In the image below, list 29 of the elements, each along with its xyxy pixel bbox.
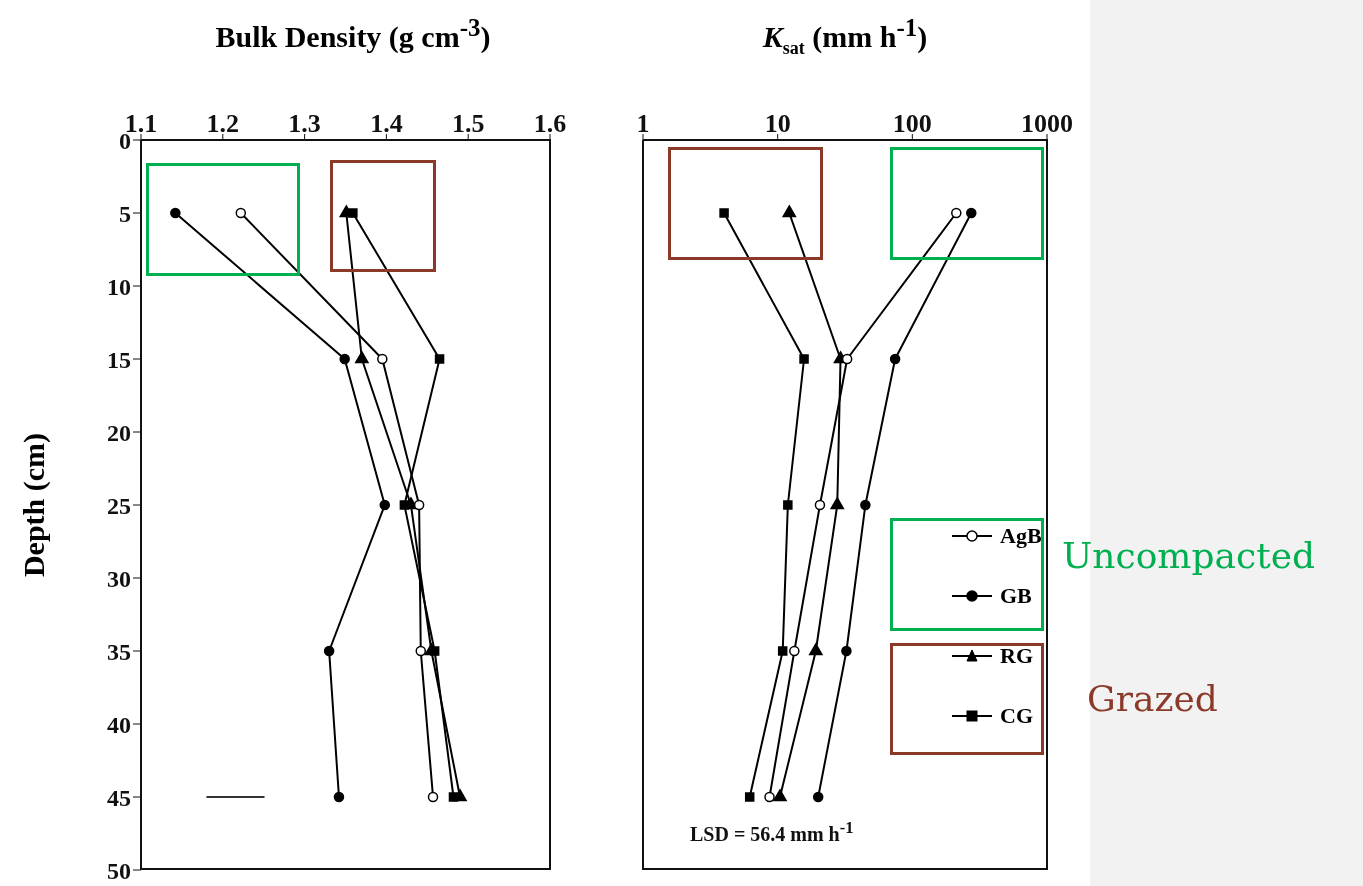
y-tick-label: 30 — [107, 565, 131, 592]
y-tick-label: 50 — [107, 857, 131, 884]
y-tick-label: 40 — [107, 711, 131, 738]
x-tick-label: 10 — [764, 109, 791, 138]
legend-label: CG — [1000, 703, 1033, 729]
legend-label: AgB — [1000, 523, 1042, 549]
x-tick-label: 1 — [636, 109, 650, 138]
x-tick-label: 1.3 — [288, 109, 321, 138]
text: Uncompacted — [1062, 535, 1315, 576]
legend-label: RG — [1000, 643, 1033, 669]
x-tick-label: 1.5 — [451, 109, 485, 138]
legend-label: GB — [1000, 583, 1032, 609]
x-tick-label: 1.2 — [206, 109, 240, 138]
text: Grazed — [1087, 678, 1218, 719]
y-tick-label: 10 — [107, 273, 131, 300]
x-tick-label: 1000 — [1021, 109, 1073, 138]
chart-title: Bulk Density (g cm$^{-3}$) — [215, 14, 491, 54]
annotation: LSD = 56.4 mm h$^{-1}$ — [690, 818, 854, 846]
y-tick-label: 20 — [107, 419, 131, 446]
x-tick-label: 100 — [892, 109, 932, 138]
y-tick-label: 25 — [107, 492, 131, 519]
y-tick-label: 45 — [107, 784, 131, 811]
x-tick-label: 1.6 — [533, 109, 567, 138]
y-axis-title: Depth (cm) — [17, 432, 51, 578]
y-tick-label: 15 — [107, 346, 131, 373]
y-tick-label: 35 — [107, 638, 131, 665]
chart-title: K$_{sat}$ (mm h$^{-1}$) — [762, 14, 928, 59]
x-tick-label: 1.4 — [370, 109, 403, 138]
y-tick-label: 5 — [119, 200, 131, 227]
